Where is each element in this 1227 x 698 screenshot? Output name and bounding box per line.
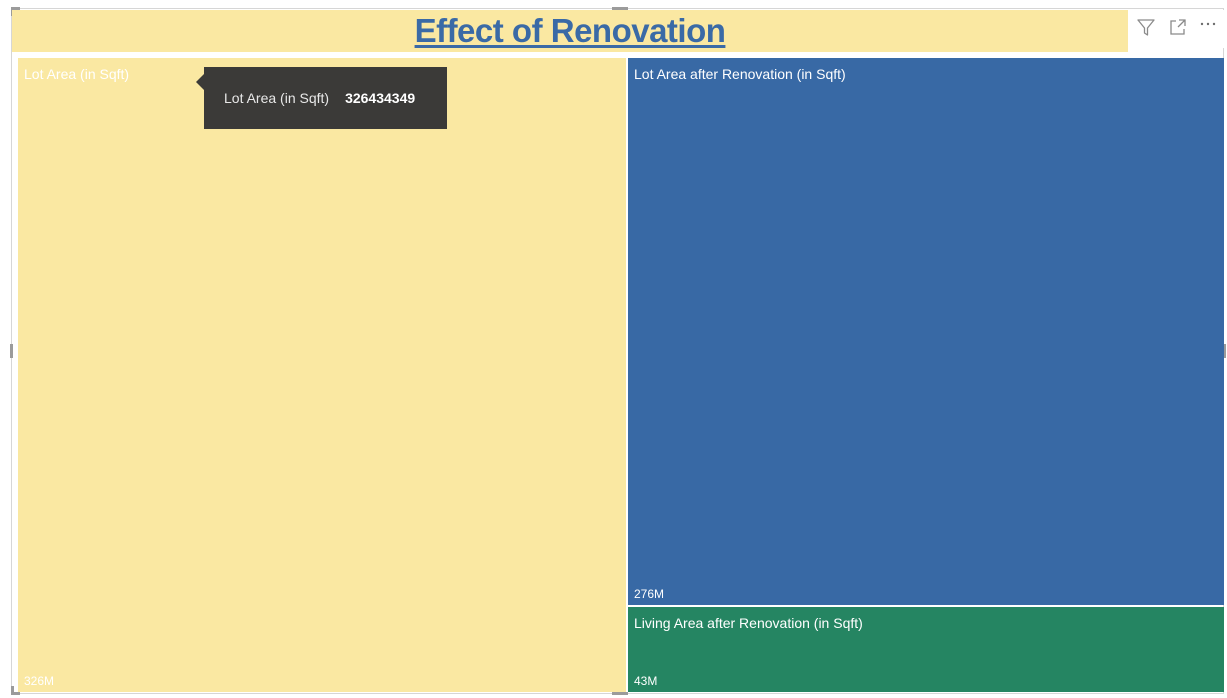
resize-handle-bottom-left[interactable] xyxy=(11,692,20,695)
visual-header xyxy=(1129,10,1225,48)
treemap-plot-area: Lot Area (in Sqft) 326M Lot Area after R… xyxy=(18,58,1224,692)
resize-handle-bottom[interactable] xyxy=(612,692,628,695)
tooltip: Lot Area (in Sqft) 326434349 xyxy=(204,67,447,129)
resize-handle-top-left[interactable] xyxy=(11,7,20,10)
tooltip-label: Lot Area (in Sqft) xyxy=(224,90,330,106)
tooltip-value: 326434349 xyxy=(345,90,416,106)
tile-value-label: 326M xyxy=(24,674,55,688)
treemap-tile-lot-area-after-renovation[interactable]: Lot Area after Renovation (in Sqft) 276M xyxy=(628,58,1224,605)
resize-handle-top[interactable] xyxy=(612,7,628,10)
resize-handle-left[interactable] xyxy=(10,344,13,358)
more-options-icon[interactable] xyxy=(1197,16,1219,38)
tile-value-label: 43M xyxy=(634,674,658,688)
resize-handle-bottom-left[interactable] xyxy=(11,686,14,695)
tooltip-pointer xyxy=(196,74,204,90)
tile-label: Lot Area (in Sqft) xyxy=(24,66,130,82)
title-bar: Effect of Renovation xyxy=(12,10,1128,52)
resize-handle-right[interactable] xyxy=(1223,344,1226,358)
treemap-tile-living-area-after-renovation[interactable]: Living Area after Renovation (in Sqft) 4… xyxy=(628,607,1224,692)
treemap-tile-lot-area[interactable]: Lot Area (in Sqft) 326M xyxy=(18,58,626,692)
filter-icon[interactable] xyxy=(1135,16,1157,38)
tile-label: Living Area after Renovation (in Sqft) xyxy=(634,615,863,631)
focus-mode-icon[interactable] xyxy=(1167,16,1189,38)
tile-label: Lot Area after Renovation (in Sqft) xyxy=(634,66,846,82)
tile-value-label: 276M xyxy=(634,587,665,601)
chart-title: Effect of Renovation xyxy=(414,12,726,49)
